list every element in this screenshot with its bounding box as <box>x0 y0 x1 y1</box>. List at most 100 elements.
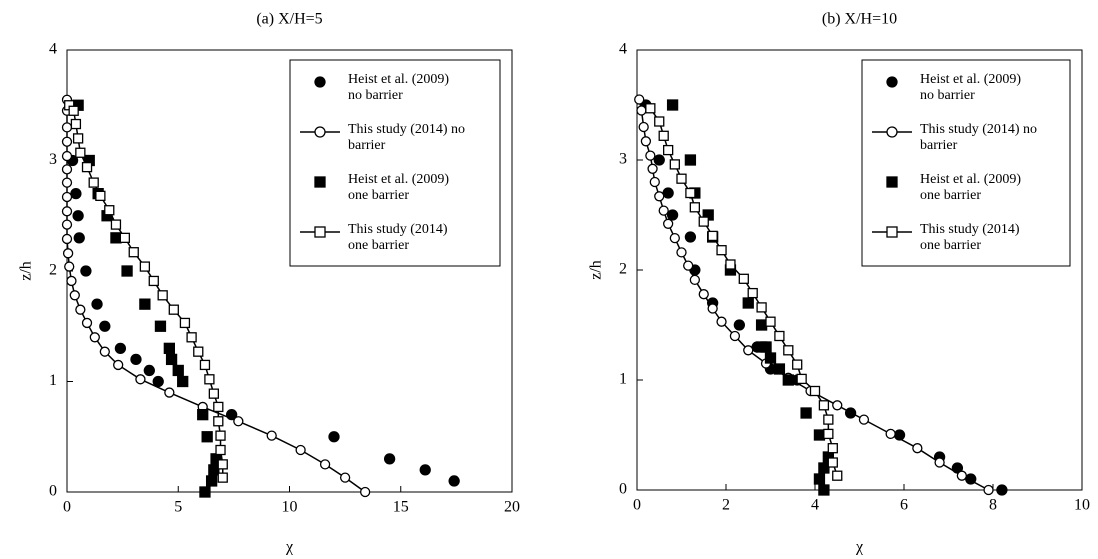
data-point <box>75 147 86 158</box>
data-point <box>208 388 220 399</box>
y-tick-label: 0 <box>619 481 627 498</box>
legend-marker <box>886 76 898 88</box>
data-point <box>733 319 745 331</box>
chart-title: (b) X/H=10 <box>822 11 897 28</box>
data-point <box>756 302 767 313</box>
data-point <box>783 345 794 356</box>
data-point <box>186 332 197 343</box>
y-tick-label: 4 <box>619 41 627 58</box>
data-point <box>725 259 736 270</box>
data-point <box>193 346 204 357</box>
data-point <box>88 177 99 188</box>
legend-label: This study (2014) one barrier <box>920 222 1020 253</box>
legend-label: This study (2014) one barrier <box>348 222 448 253</box>
data-point <box>669 159 680 170</box>
data-point <box>110 219 122 230</box>
data-point <box>61 233 73 245</box>
x-tick-label: 8 <box>989 497 997 514</box>
data-point <box>319 459 331 470</box>
data-point <box>698 216 709 227</box>
data-point <box>208 464 220 476</box>
x-tick-label: 6 <box>900 497 908 514</box>
data-point <box>813 473 826 485</box>
x-tick-label: 15 <box>393 499 409 516</box>
y-axis-label: z/h <box>18 261 35 281</box>
data-point <box>61 136 73 147</box>
data-point <box>654 191 665 202</box>
data-point <box>61 191 73 203</box>
x-tick-label: 0 <box>633 497 641 514</box>
legend-marker <box>886 176 898 188</box>
legend-entry: This study (2014) one barrier <box>920 222 1020 253</box>
data-point <box>658 205 669 216</box>
data-point <box>328 431 340 443</box>
data-point <box>760 341 772 353</box>
data-point <box>448 475 460 487</box>
data-point <box>295 444 306 456</box>
data-point <box>773 363 786 375</box>
data-point <box>634 94 645 105</box>
data-point <box>119 232 130 244</box>
data-point <box>640 136 652 147</box>
legend-entry: This study (2014) one barrier <box>348 222 448 253</box>
data-point <box>80 265 92 277</box>
data-point <box>61 150 73 162</box>
data-point <box>62 248 74 259</box>
data-point <box>832 400 843 411</box>
y-axis-label: z/h <box>588 260 605 280</box>
data-point <box>912 443 923 454</box>
data-point <box>68 105 79 116</box>
y-tick-label: 3 <box>619 151 627 168</box>
chart-title: (a) X/H=5 <box>256 11 322 28</box>
y-tick-label: 4 <box>49 41 57 58</box>
data-point <box>135 374 146 385</box>
data-point <box>201 431 213 443</box>
data-point <box>716 245 727 256</box>
legend-marker <box>886 126 898 138</box>
legend-label: This study (2014) no barrier <box>348 122 466 153</box>
legend-entry: Heist et al. (2009) one barrier <box>348 172 449 203</box>
data-point <box>683 260 694 271</box>
data-point <box>110 232 122 244</box>
legend-label: This study (2014) no barrier <box>920 122 1038 153</box>
data-point <box>684 231 697 243</box>
data-point <box>163 342 176 355</box>
x-axis-label: χ <box>285 539 294 556</box>
data-point <box>818 484 830 496</box>
data-point <box>689 202 700 213</box>
data-point <box>197 408 209 421</box>
data-point <box>858 414 870 425</box>
data-point <box>66 275 77 287</box>
data-point <box>204 374 215 385</box>
legend-marker <box>314 176 326 188</box>
x-axis-label: χ <box>855 539 864 556</box>
data-point <box>813 429 826 441</box>
data-point <box>199 486 211 498</box>
x-tick-label: 10 <box>282 499 298 516</box>
data-point <box>647 163 658 174</box>
data-point <box>689 274 700 286</box>
data-point <box>658 130 669 141</box>
data-point <box>165 353 178 366</box>
data-point <box>72 210 84 222</box>
data-point <box>638 121 649 133</box>
data-point <box>213 416 224 427</box>
data-point <box>645 150 656 161</box>
data-point <box>663 144 674 156</box>
x-tick-label: 0 <box>63 499 71 516</box>
legend-entry: This study (2014) no barrier <box>920 122 1038 153</box>
data-point <box>666 99 679 111</box>
data-point <box>666 209 679 221</box>
data-point <box>809 385 821 397</box>
legend-label: Heist et al. (2009) no barrier <box>348 72 450 103</box>
data-point <box>792 359 803 370</box>
data-point <box>339 472 351 483</box>
legend-marker <box>314 126 326 138</box>
data-point <box>755 319 768 331</box>
data-point <box>154 320 167 332</box>
data-point <box>61 206 73 217</box>
data-point <box>747 287 758 299</box>
y-tick-label: 1 <box>619 371 627 388</box>
legend-box <box>861 59 1071 267</box>
